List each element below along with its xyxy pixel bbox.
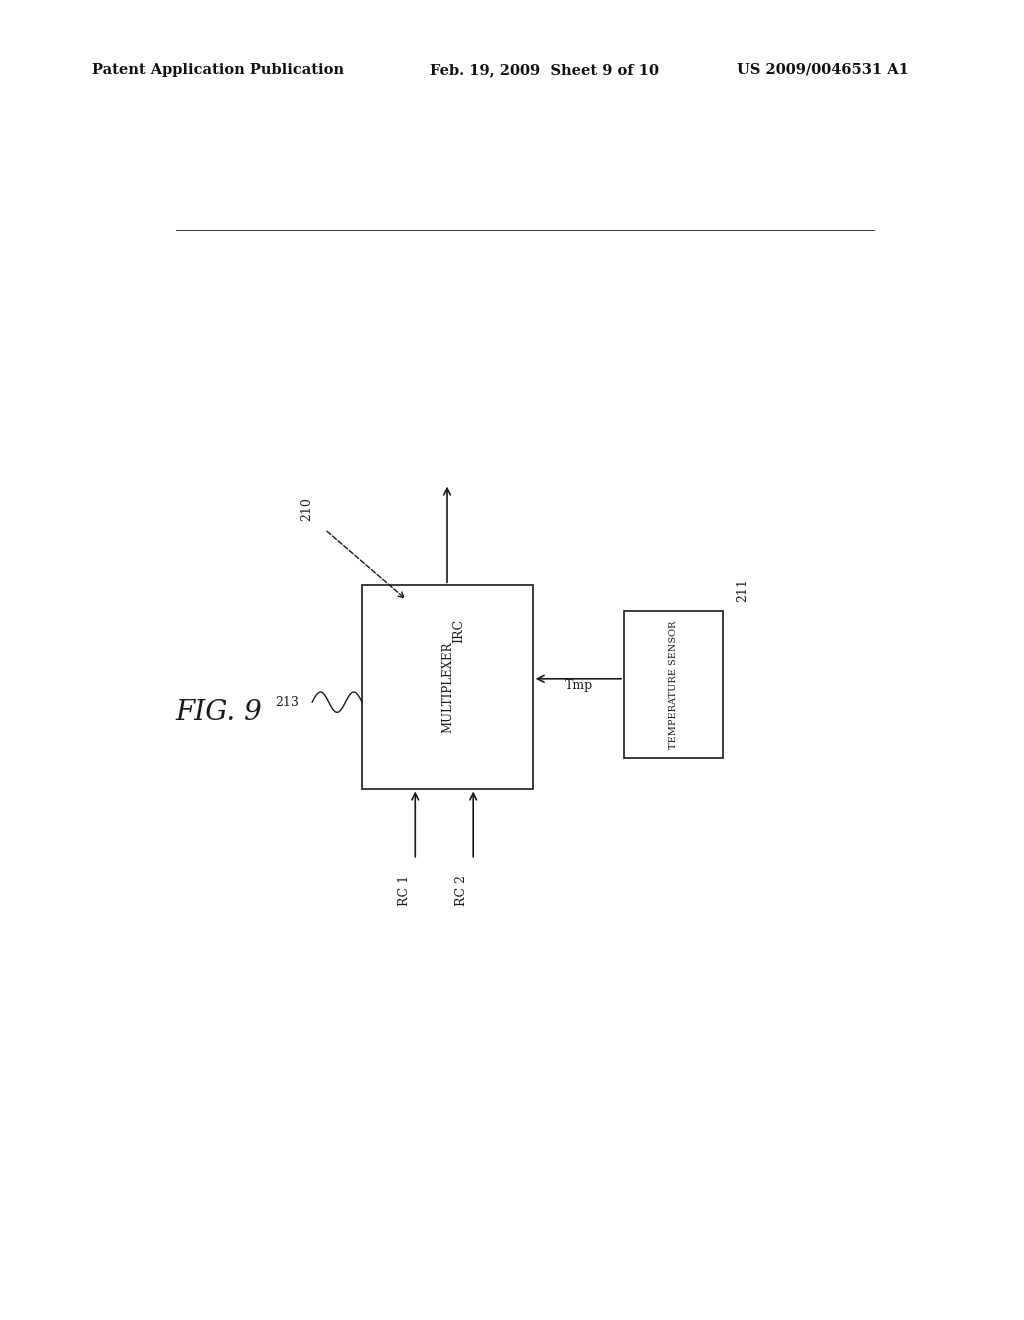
Text: MULTIPLEXER: MULTIPLEXER [441, 642, 454, 733]
Text: Tmp: Tmp [564, 678, 593, 692]
Text: 213: 213 [274, 696, 299, 709]
Text: Patent Application Publication: Patent Application Publication [92, 63, 344, 77]
Text: FIG. 9: FIG. 9 [176, 698, 262, 726]
Text: US 2009/0046531 A1: US 2009/0046531 A1 [737, 63, 909, 77]
Bar [362, 585, 532, 788]
Text: IRC: IRC [452, 619, 465, 643]
Text: RC 1: RC 1 [397, 875, 411, 906]
Text: TEMPERATURE SENSOR: TEMPERATURE SENSOR [669, 620, 678, 748]
Text: 211: 211 [736, 578, 750, 602]
Text: 210: 210 [300, 498, 313, 521]
Text: RC 2: RC 2 [455, 875, 468, 906]
Bar [624, 611, 723, 758]
Text: Feb. 19, 2009  Sheet 9 of 10: Feb. 19, 2009 Sheet 9 of 10 [430, 63, 659, 77]
